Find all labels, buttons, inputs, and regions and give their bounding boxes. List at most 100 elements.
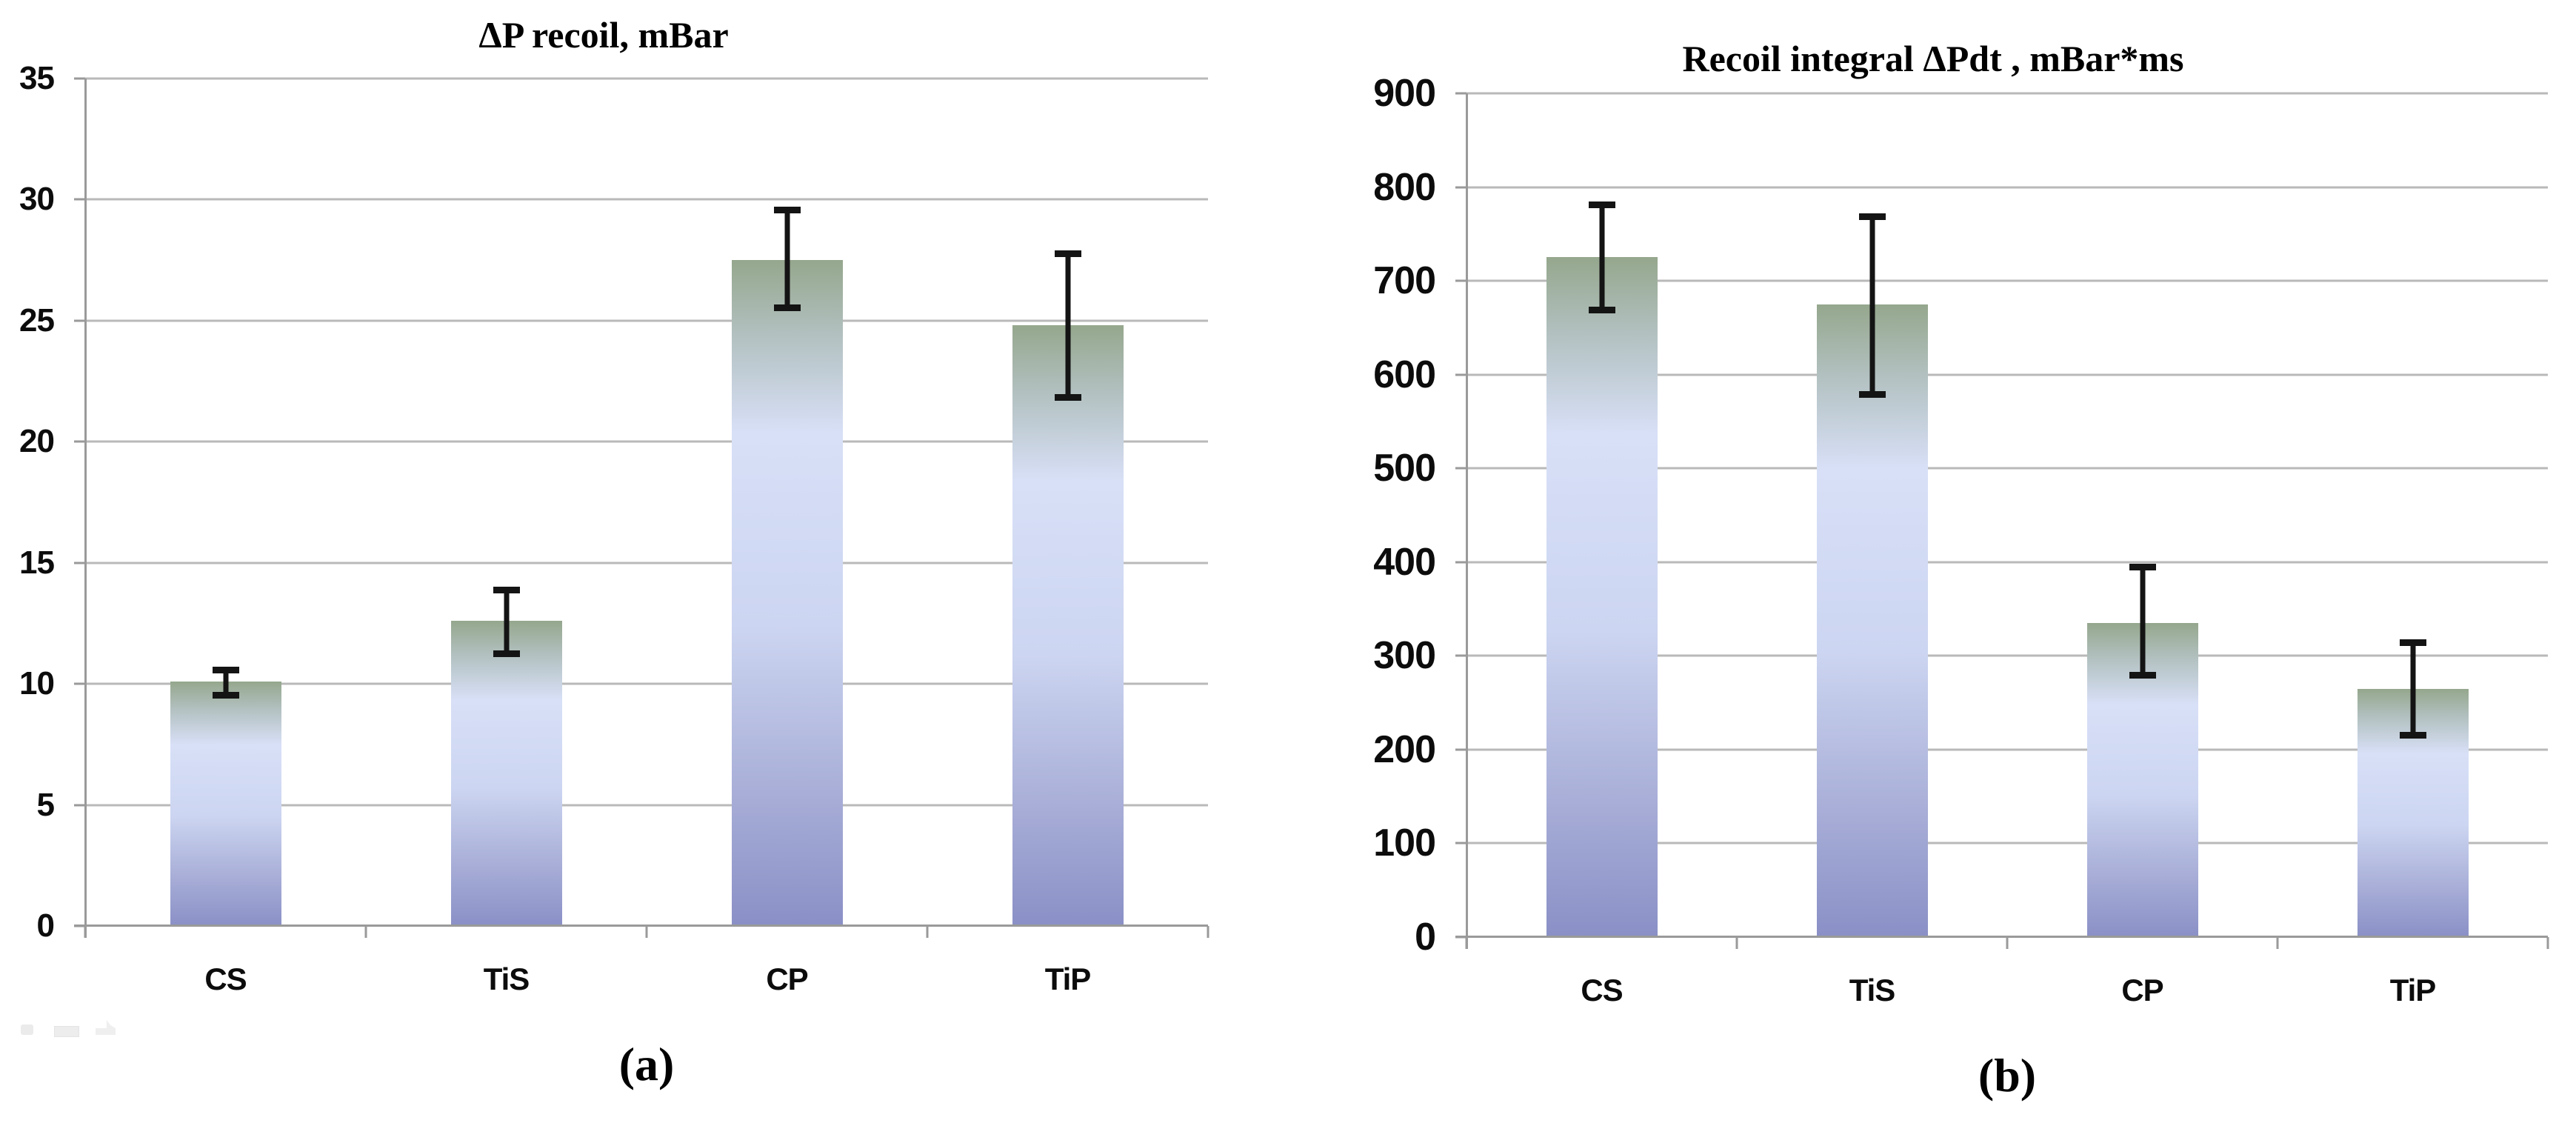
gridline-15 — [85, 562, 1208, 564]
error-bar-cap — [493, 650, 520, 658]
gridline-20 — [85, 440, 1208, 443]
gridline-25 — [85, 319, 1208, 322]
x-axis-tick — [1735, 937, 1738, 949]
error-bar-line — [2410, 639, 2415, 739]
y-tick-label: 20 — [19, 423, 55, 460]
x-tick-label-CP: CP — [2121, 973, 2163, 1007]
error-bar-TiP — [1054, 250, 1081, 401]
error-bar-line — [2140, 564, 2145, 679]
y-tick-label: 0 — [36, 907, 56, 944]
y-axis-line — [1466, 93, 1468, 949]
error-bar-cap — [212, 667, 239, 674]
chart-b-caption: (b) — [1978, 1049, 2037, 1102]
error-bar-cap — [1054, 250, 1081, 258]
x-tick-label-CS: CS — [204, 962, 247, 996]
gridline-200 — [1466, 748, 2548, 751]
x-tick-label-CS: CS — [1581, 973, 1623, 1007]
gridline-30 — [85, 198, 1208, 201]
error-bar-line — [1599, 201, 1604, 314]
y-tick-label: 800 — [1373, 165, 1436, 209]
error-bar-line — [504, 587, 509, 658]
y-tick-label: 700 — [1373, 259, 1436, 303]
gridline-500 — [1466, 467, 2548, 470]
bar-TiP — [1012, 325, 1124, 926]
y-axis-tick — [74, 198, 85, 201]
y-axis-tick — [74, 562, 85, 564]
error-bar-TiP — [2399, 639, 2426, 739]
y-tick-label: 300 — [1373, 634, 1436, 678]
error-bar-cap — [2399, 639, 2426, 646]
error-bar-cap — [212, 691, 239, 699]
x-tick-label-TiP: TiP — [1044, 962, 1092, 996]
scan-artifact — [21, 1025, 33, 1035]
chart-a-title: ΔP recoil, mBar — [478, 14, 729, 56]
y-axis-tick — [74, 682, 85, 685]
gridline-700 — [1466, 279, 2548, 282]
chart-a-plot-area: ΔP recoil, mBar (a) 0 5 10 15 20 25 30 35 CS TiS C… — [19, 14, 1209, 1090]
y-axis-line — [84, 79, 87, 938]
y-axis-tick — [74, 77, 85, 80]
error-bar-CP — [773, 207, 801, 311]
y-axis-tick — [74, 804, 85, 807]
y-tick-label: 10 — [19, 665, 55, 702]
y-axis-tick — [1455, 654, 1466, 657]
error-bar-TiS — [1858, 213, 1886, 399]
y-tick-label: 0 — [1415, 916, 1436, 959]
y-axis-tick — [74, 440, 85, 443]
error-bar-cap — [1858, 213, 1886, 220]
error-bar-line — [1065, 250, 1070, 401]
x-axis-line — [1455, 936, 2548, 938]
gridline-35 — [85, 77, 1208, 80]
scan-artifact — [54, 1026, 79, 1037]
y-axis-tick — [1455, 186, 1466, 189]
scan-artifact — [96, 1020, 116, 1035]
error-bar-line — [784, 207, 790, 311]
y-tick-label: 600 — [1373, 353, 1436, 396]
bar-TiS — [450, 621, 562, 926]
gridline-100 — [1466, 842, 2548, 844]
y-axis-tick — [74, 319, 85, 322]
y-tick-label: 30 — [19, 181, 55, 218]
bar-CP — [731, 260, 843, 926]
y-axis-tick — [1455, 561, 1466, 564]
x-axis-line — [74, 925, 1208, 927]
x-tick-label-CP: CP — [766, 962, 808, 996]
gridline-300 — [1466, 654, 2548, 657]
y-tick-label: 5 — [36, 786, 56, 823]
error-bar-TiS — [493, 587, 520, 658]
y-tick-label: 100 — [1373, 822, 1436, 865]
bar-CS — [170, 681, 281, 926]
error-bar-cap — [1054, 393, 1081, 401]
y-tick-label: 25 — [19, 302, 55, 339]
chart-a-caption: (a) — [618, 1038, 675, 1090]
x-tick-label-TiP: TiP — [2389, 973, 2437, 1007]
y-tick-label: 35 — [19, 60, 55, 96]
y-axis-tick — [1455, 279, 1466, 282]
error-bar-cap — [1858, 391, 1886, 399]
x-axis-tick — [2006, 937, 2009, 949]
gridline-900 — [1466, 92, 2548, 95]
gridline-400 — [1466, 561, 2548, 564]
y-axis-tick — [1455, 467, 1466, 470]
y-tick-label: 400 — [1373, 540, 1436, 584]
error-bar-CS — [212, 667, 239, 699]
y-tick-label: 900 — [1373, 72, 1436, 115]
error-bar-cap — [2129, 564, 2156, 571]
error-bar-cap — [773, 207, 801, 214]
error-bar-cap — [773, 304, 801, 311]
chart-b-plot-area: Recoil integral ΔPdt , mBar*ms (b) 0 100 2… — [1373, 38, 2549, 1102]
error-bar-cap — [493, 587, 520, 594]
x-axis-tick — [2546, 937, 2549, 949]
y-axis-tick — [1455, 92, 1466, 95]
y-tick-label: 500 — [1373, 447, 1436, 490]
error-bar-cap — [1588, 201, 1615, 208]
x-tick-label-TiS: TiS — [483, 962, 530, 996]
x-axis-tick — [2276, 937, 2279, 949]
x-tick-label-TiS: TiS — [1849, 973, 1896, 1007]
y-tick-label: 15 — [19, 544, 55, 581]
error-bar-CS — [1588, 201, 1615, 314]
error-bar-cap — [2399, 731, 2426, 739]
gridline-5 — [85, 804, 1208, 807]
y-axis-tick — [1455, 373, 1466, 376]
